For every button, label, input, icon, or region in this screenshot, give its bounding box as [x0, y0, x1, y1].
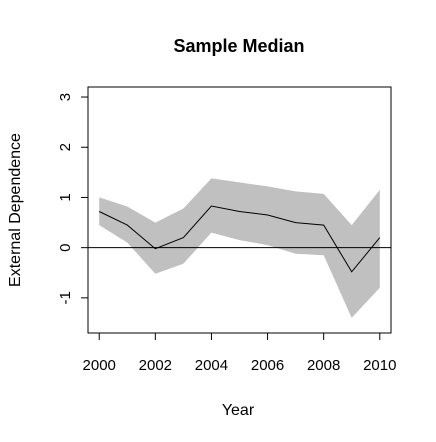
y-axis-label: External Dependence: [7, 133, 24, 287]
plot-frame: [87, 86, 392, 334]
y-tick-label: -1: [57, 291, 74, 304]
x-tick-label: 2008: [307, 357, 340, 374]
plot-area: [87, 86, 392, 334]
confidence-band: [99, 178, 380, 318]
x-axis-label: Year: [222, 402, 255, 419]
y-tick-label: 0: [57, 243, 74, 251]
y-tick-label: 3: [57, 93, 74, 101]
x-tick-label: 2002: [139, 357, 172, 374]
median-line: [98, 205, 381, 273]
x-tick-label: 2010: [363, 357, 396, 374]
x-axis: 2000 2002 2004 2006 2008 2010: [83, 333, 396, 374]
y-tick-label: 2: [57, 143, 74, 151]
chart-title: Sample Median: [173, 36, 304, 56]
x-tick-label: 2000: [83, 357, 116, 374]
x-tick-label: 2004: [195, 357, 228, 374]
y-axis: -1 0 1 2 3: [57, 93, 88, 305]
y-tick-label: 1: [57, 193, 74, 201]
x-tick-label: 2006: [251, 357, 284, 374]
